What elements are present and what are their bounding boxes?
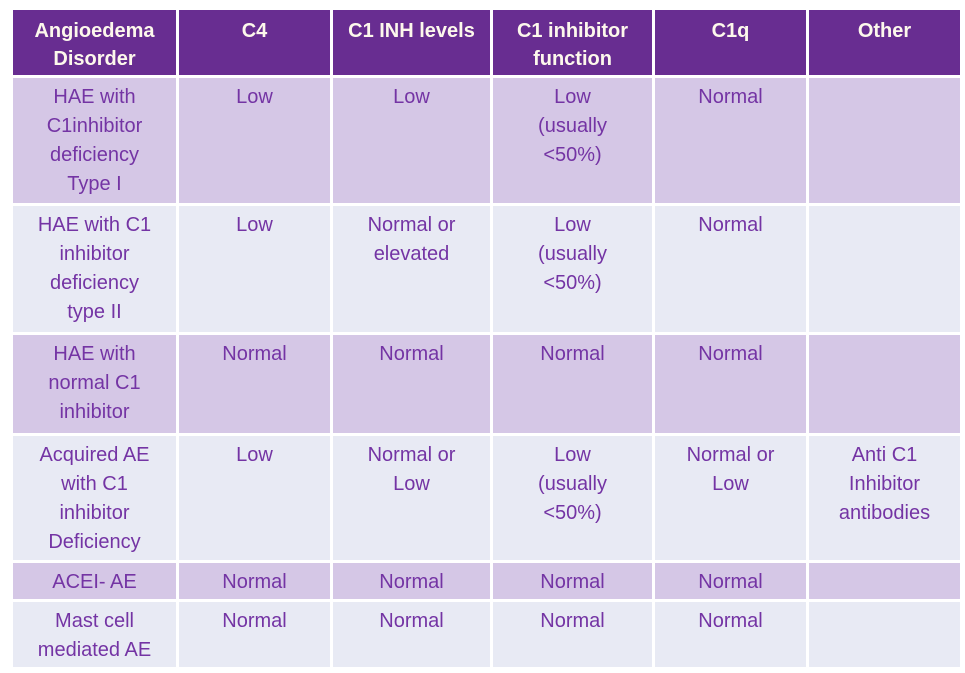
table-row-acquired-ae: Acquired AE with C1 inhibitor Deficiency… [10, 433, 963, 563]
table-row-hae-type1: HAE with C1inhibitor deficiency Type I L… [10, 75, 963, 206]
table-cell: Normal [176, 560, 333, 602]
table-cell [806, 560, 963, 602]
table-cell: Normal [330, 560, 493, 602]
table-cell: Normal [490, 599, 655, 670]
table-cell: Normal [490, 332, 655, 436]
table-cell: Normal or Low [652, 433, 809, 563]
table-row-hae-type2: HAE with C1 inhibitor deficiency type II… [10, 203, 963, 335]
table-cell [806, 599, 963, 670]
table-cell: Normal or elevated [330, 203, 493, 335]
row-label: Mast cell mediated AE [10, 599, 179, 670]
column-header-c1-inhibitor-function: C1 inhibitor function [490, 7, 655, 78]
table-cell: Low (usually <50%) [490, 75, 655, 206]
table-cell [806, 75, 963, 206]
table-row-acei-ae: ACEI- AE Normal Normal Normal Normal [10, 560, 963, 602]
table-cell: Low [176, 433, 333, 563]
table-cell: Normal [490, 560, 655, 602]
table-cell: Normal [176, 332, 333, 436]
column-header-c1q: C1q [652, 7, 809, 78]
table-cell: Normal or Low [330, 433, 493, 563]
column-header-other: Other [806, 7, 963, 78]
angioedema-disorder-table: Angioedema Disorder C4 C1 INH levels C1 … [10, 7, 963, 670]
table-cell: Low [176, 203, 333, 335]
table-row-hae-normal-c1: HAE with normal C1 inhibitor Normal Norm… [10, 332, 963, 436]
table-cell: Normal [652, 560, 809, 602]
column-header-c4: C4 [176, 7, 333, 78]
table-cell: Normal [652, 203, 809, 335]
table-row-mast-cell-ae: Mast cell mediated AE Normal Normal Norm… [10, 599, 963, 670]
table-cell: Low [176, 75, 333, 206]
row-label: HAE with C1 inhibitor deficiency type II [10, 203, 179, 335]
table-cell: Low (usually <50%) [490, 433, 655, 563]
table-cell [806, 203, 963, 335]
row-label: ACEI- AE [10, 560, 179, 602]
column-header-angioedema-disorder: Angioedema Disorder [10, 7, 179, 78]
table-cell: Normal [176, 599, 333, 670]
table-cell: Normal [652, 599, 809, 670]
column-header-c1-inh-levels: C1 INH levels [330, 7, 493, 78]
table-cell [806, 332, 963, 436]
header-row: Angioedema Disorder C4 C1 INH levels C1 … [10, 7, 963, 78]
row-label: HAE with C1inhibitor deficiency Type I [10, 75, 179, 206]
table-cell: Normal [330, 599, 493, 670]
table-cell: Low (usually <50%) [490, 203, 655, 335]
table-cell: Normal [330, 332, 493, 436]
table-cell: Anti C1 Inhibitor antibodies [806, 433, 963, 563]
table-cell: Normal [652, 75, 809, 206]
table-cell: Normal [652, 332, 809, 436]
table-cell: Low [330, 75, 493, 206]
row-label: Acquired AE with C1 inhibitor Deficiency [10, 433, 179, 563]
row-label: HAE with normal C1 inhibitor [10, 332, 179, 436]
